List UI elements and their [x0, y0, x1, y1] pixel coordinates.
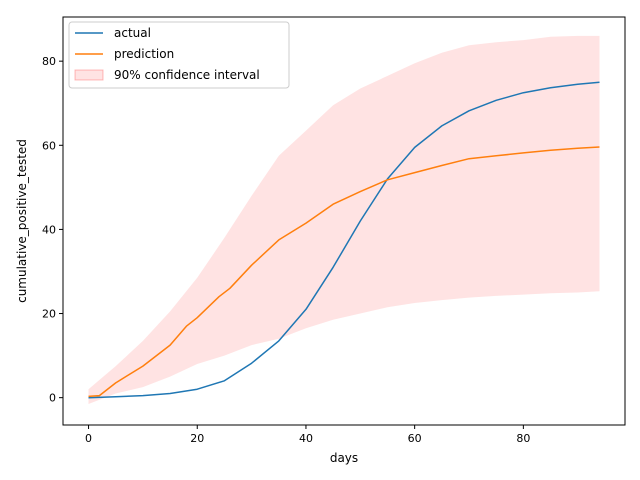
y-tick-label: 0	[49, 392, 56, 405]
x-tick-label: 40	[299, 432, 313, 445]
legend-label: actual	[114, 26, 151, 40]
legend: actual prediction 90% confidence interval	[68, 21, 290, 89]
plot-layer	[88, 35, 600, 405]
axis-layer: 0 20 40 60 80 0 20 40 60 80	[42, 55, 530, 445]
legend-frame	[68, 21, 290, 89]
y-tick-label: 40	[42, 223, 56, 236]
legend-label: 90% confidence interval	[114, 68, 260, 82]
y-tick-label: 20	[42, 308, 56, 321]
x-axis-label: days	[330, 451, 358, 465]
confidence-band	[88, 35, 600, 405]
x-tick-label: 0	[85, 432, 92, 445]
x-tick-label: 20	[190, 432, 204, 445]
plot-frame	[62, 16, 626, 426]
y-axis-label: cumulative_positive_tested	[15, 139, 29, 303]
series-line-prediction	[88, 146, 600, 398]
series-line-actual	[88, 81, 600, 399]
legend-swatch	[74, 69, 104, 81]
y-tick-label: 60	[42, 139, 56, 152]
y-tick-label: 80	[42, 55, 56, 68]
x-tick-label: 80	[516, 432, 530, 445]
x-tick-label: 60	[408, 432, 422, 445]
legend-label: prediction	[114, 47, 174, 61]
